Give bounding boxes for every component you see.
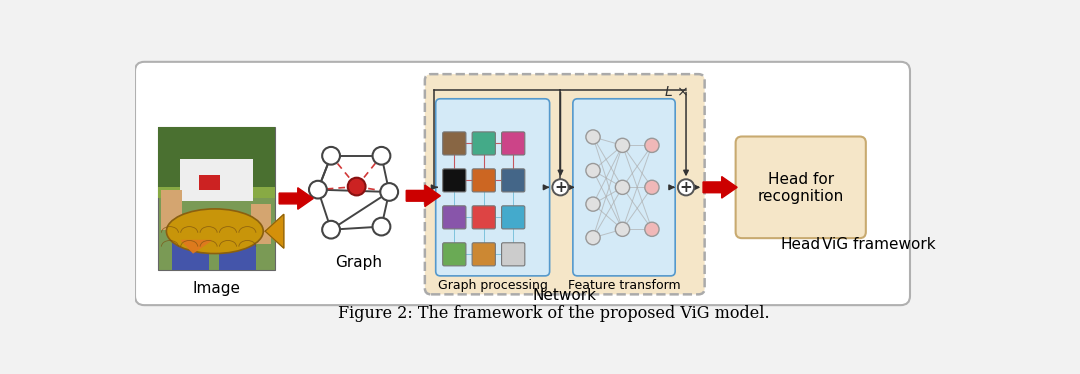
Text: Feature transform: Feature transform <box>568 279 680 292</box>
Bar <box>180 159 253 201</box>
Ellipse shape <box>166 209 264 254</box>
FancyBboxPatch shape <box>443 243 465 266</box>
Circle shape <box>309 181 327 199</box>
FancyBboxPatch shape <box>735 137 866 238</box>
Bar <box>218 237 256 270</box>
FancyBboxPatch shape <box>501 243 525 266</box>
Text: Network: Network <box>532 288 597 303</box>
Text: Graph: Graph <box>335 255 381 270</box>
FancyBboxPatch shape <box>443 206 465 229</box>
Circle shape <box>645 180 659 194</box>
Bar <box>159 127 274 270</box>
Polygon shape <box>279 188 313 209</box>
Bar <box>159 187 274 199</box>
Circle shape <box>585 130 600 144</box>
FancyBboxPatch shape <box>472 169 496 192</box>
Text: L ×: L × <box>665 85 689 99</box>
FancyBboxPatch shape <box>435 99 550 276</box>
FancyBboxPatch shape <box>472 132 496 155</box>
Circle shape <box>616 138 630 153</box>
Circle shape <box>373 147 390 165</box>
Text: ViG framework: ViG framework <box>822 237 935 252</box>
Polygon shape <box>406 185 441 206</box>
Text: Head: Head <box>781 237 821 252</box>
FancyBboxPatch shape <box>501 206 525 229</box>
Polygon shape <box>181 240 211 253</box>
Circle shape <box>616 222 630 236</box>
Circle shape <box>678 179 694 196</box>
Text: +: + <box>554 180 567 195</box>
Circle shape <box>373 218 390 236</box>
Text: +: + <box>679 180 692 195</box>
Circle shape <box>616 180 630 194</box>
Bar <box>199 175 220 190</box>
FancyBboxPatch shape <box>443 132 465 155</box>
Polygon shape <box>266 214 284 248</box>
Bar <box>159 127 274 187</box>
FancyBboxPatch shape <box>472 206 496 229</box>
Circle shape <box>322 147 340 165</box>
Text: Graph processing: Graph processing <box>437 279 548 292</box>
Circle shape <box>552 179 568 196</box>
Text: Image: Image <box>192 280 241 295</box>
Circle shape <box>645 222 659 236</box>
Bar <box>161 190 181 230</box>
Circle shape <box>585 197 600 211</box>
Text: Figure 2: The framework of the proposed ViG model.: Figure 2: The framework of the proposed … <box>338 305 769 322</box>
FancyBboxPatch shape <box>135 62 910 305</box>
FancyBboxPatch shape <box>501 132 525 155</box>
FancyBboxPatch shape <box>443 169 465 192</box>
FancyBboxPatch shape <box>424 74 704 294</box>
Circle shape <box>322 221 340 239</box>
Circle shape <box>645 138 659 153</box>
Circle shape <box>380 183 399 201</box>
Circle shape <box>585 163 600 178</box>
Bar <box>252 204 271 244</box>
Circle shape <box>348 178 365 196</box>
Text: recognition: recognition <box>757 189 843 204</box>
Bar <box>172 237 210 270</box>
Text: Head for: Head for <box>768 172 834 187</box>
FancyBboxPatch shape <box>572 99 675 276</box>
Polygon shape <box>703 177 738 198</box>
FancyBboxPatch shape <box>501 169 525 192</box>
Circle shape <box>585 231 600 245</box>
FancyBboxPatch shape <box>472 243 496 266</box>
